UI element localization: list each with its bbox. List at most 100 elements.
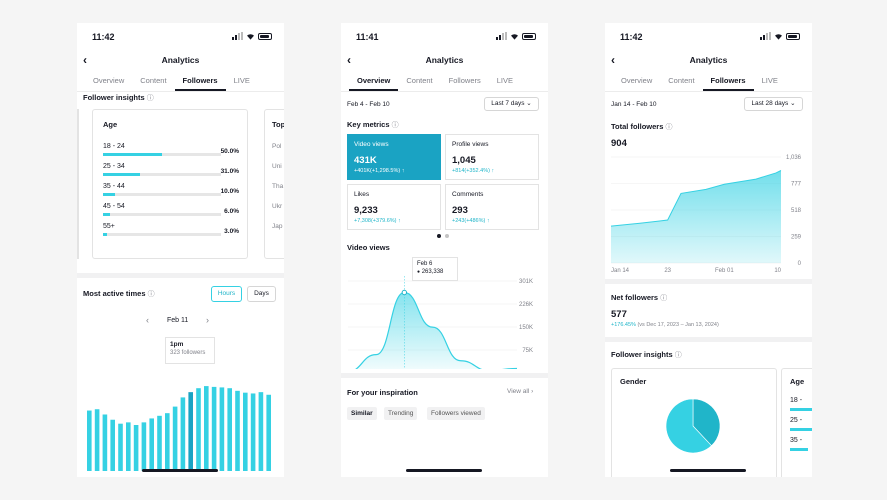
- date-range-dropdown[interactable]: Last 7 days ⌄: [484, 97, 539, 111]
- info-icon[interactable]: ⓘ: [147, 291, 155, 298]
- top-item: Uni: [272, 163, 282, 170]
- signal-icon: [232, 32, 243, 40]
- metric-value: 9,233: [354, 205, 378, 216]
- section-divider: [605, 279, 812, 284]
- y-tick-label: 75K: [522, 348, 533, 354]
- back-arrow-icon[interactable]: ‹: [83, 53, 87, 67]
- metric-change-text: +243(+486%): [452, 218, 486, 224]
- followers-line: [610, 170, 782, 227]
- tab-overview[interactable]: Overview: [349, 72, 399, 91]
- tab-content[interactable]: Content: [406, 76, 433, 85]
- info-icon[interactable]: ⓘ: [674, 352, 682, 359]
- nav-bar: ‹ Analytics: [77, 51, 284, 69]
- most-active-bar-chart: 3a7a11a3p7p11p: [87, 386, 271, 471]
- view-all-link[interactable]: View all ›: [507, 388, 533, 395]
- chip-trending[interactable]: Trending: [384, 407, 418, 420]
- hour-bar: [258, 392, 264, 471]
- metric-value: 431K: [354, 155, 377, 166]
- video-views-area-chart: 301K226K150K75K0Feb 04060810: [348, 276, 533, 369]
- page-dot[interactable]: [445, 234, 449, 238]
- tab-live[interactable]: LIVE: [233, 76, 250, 85]
- back-arrow-icon[interactable]: ‹: [347, 53, 351, 67]
- prev-day-icon[interactable]: ‹: [146, 315, 149, 325]
- follower-insights-label: Follower insights: [83, 93, 145, 102]
- y-tick-label: 150K: [519, 325, 533, 331]
- nav-bar: ‹ Analytics: [341, 51, 548, 69]
- date-range-dropdown-label: Last 28 days: [751, 100, 789, 107]
- home-indicator: [670, 469, 746, 472]
- age-bar: [790, 428, 812, 431]
- selected-date: Feb 11: [167, 317, 189, 324]
- tab-bar: Overview Content Followers LIVE: [605, 72, 812, 92]
- hour-bar: [266, 394, 271, 471]
- x-tick-label: Feb 01: [715, 268, 734, 274]
- y-tick-label: 301K: [519, 279, 533, 285]
- hours-toggle[interactable]: Hours: [211, 286, 242, 302]
- hour-bar: [110, 419, 115, 471]
- metric-tile-profile-views[interactable]: Profile views 1,045 +814(+352.4%) ↑: [445, 134, 539, 180]
- wifi-icon: [775, 33, 782, 40]
- chevron-right-icon: ›: [531, 388, 534, 395]
- phone-total-followers-screen: 11:42 ‹ Analytics Overview Content Follo…: [605, 23, 812, 477]
- home-indicator: [406, 469, 482, 472]
- tab-live[interactable]: LIVE: [496, 76, 513, 85]
- arrow-up-icon: ↑: [401, 168, 405, 174]
- tab-content[interactable]: Content: [668, 76, 695, 85]
- age-row-label: 55+: [103, 223, 115, 230]
- battery-icon: [522, 32, 536, 40]
- tab-followers[interactable]: Followers: [702, 72, 754, 91]
- age-row-label: 25 - 34: [103, 163, 125, 170]
- net-followers-heading: Net followers ⓘ: [611, 293, 667, 303]
- tab-content[interactable]: Content: [140, 76, 167, 85]
- age-row-label: 35 - 44: [103, 183, 125, 190]
- tooltip-value: 323 followers: [170, 350, 206, 356]
- hour-bar: [133, 425, 139, 471]
- hour-bar: [204, 386, 209, 471]
- back-arrow-icon[interactable]: ‹: [611, 53, 615, 67]
- page-title: Analytics: [425, 55, 464, 65]
- age-card: Age 18 - 25 - 35 -: [781, 368, 812, 477]
- tab-overview[interactable]: Overview: [93, 76, 125, 85]
- tab-followers[interactable]: Followers: [448, 76, 481, 85]
- tab-live[interactable]: LIVE: [761, 76, 778, 85]
- chip-similar[interactable]: Similar: [347, 407, 377, 420]
- metric-tile-video-views[interactable]: Video views 431K +401K(+1,298.5%) ↑: [347, 134, 441, 180]
- tab-bar: Overview Content Followers LIVE: [341, 72, 548, 92]
- age-bar: [790, 408, 812, 411]
- age-row-label: 18 - 24: [103, 143, 125, 150]
- hour-bar: [87, 410, 92, 471]
- info-icon[interactable]: ⓘ: [146, 95, 154, 102]
- key-metrics-title: Key metrics: [347, 120, 390, 129]
- video-views-title: Video views: [347, 243, 390, 252]
- y-tick-label: 0: [798, 261, 802, 267]
- next-day-icon[interactable]: ›: [206, 315, 209, 325]
- section-divider: [77, 273, 284, 278]
- info-icon[interactable]: ⓘ: [665, 124, 673, 131]
- tab-followers[interactable]: Followers: [174, 72, 226, 91]
- battery-icon: [258, 32, 272, 40]
- metric-tile-likes[interactable]: Likes 9,233 +7,308(+379.6%) ↑: [347, 184, 441, 230]
- net-followers-title: Net followers: [611, 293, 659, 302]
- metric-change: +401K(+1,298.5%) ↑: [354, 168, 404, 174]
- metric-label: Comments: [452, 191, 484, 198]
- status-bar: 11:42: [605, 23, 812, 51]
- date-range-dropdown[interactable]: Last 28 days ⌄: [744, 97, 803, 111]
- metric-value: 293: [452, 205, 468, 216]
- age-row-label: 45 - 54: [103, 203, 125, 210]
- chip-followers-viewed[interactable]: Followers viewed: [427, 407, 485, 420]
- hour-bar: [118, 423, 123, 471]
- page-dot-active[interactable]: [437, 234, 441, 238]
- page-title: Analytics: [689, 55, 728, 65]
- days-toggle[interactable]: Days: [247, 286, 276, 302]
- tab-overview[interactable]: Overview: [621, 76, 653, 85]
- tooltip-date: Feb 6: [417, 261, 433, 267]
- phone-overview-screen: 11:41 ‹ Analytics Overview Content Follo…: [341, 23, 548, 477]
- metric-tile-comments[interactable]: Comments 293 +243(+486%) ↑: [445, 184, 539, 230]
- x-tick-label: 10: [774, 268, 781, 274]
- y-tick-label: 226K: [519, 302, 533, 308]
- hour-bar: [94, 409, 100, 471]
- info-icon[interactable]: ⓘ: [660, 295, 668, 302]
- section-divider: [341, 373, 548, 378]
- info-icon[interactable]: ⓘ: [391, 122, 399, 129]
- key-metrics-heading: Key metrics ⓘ: [347, 120, 399, 130]
